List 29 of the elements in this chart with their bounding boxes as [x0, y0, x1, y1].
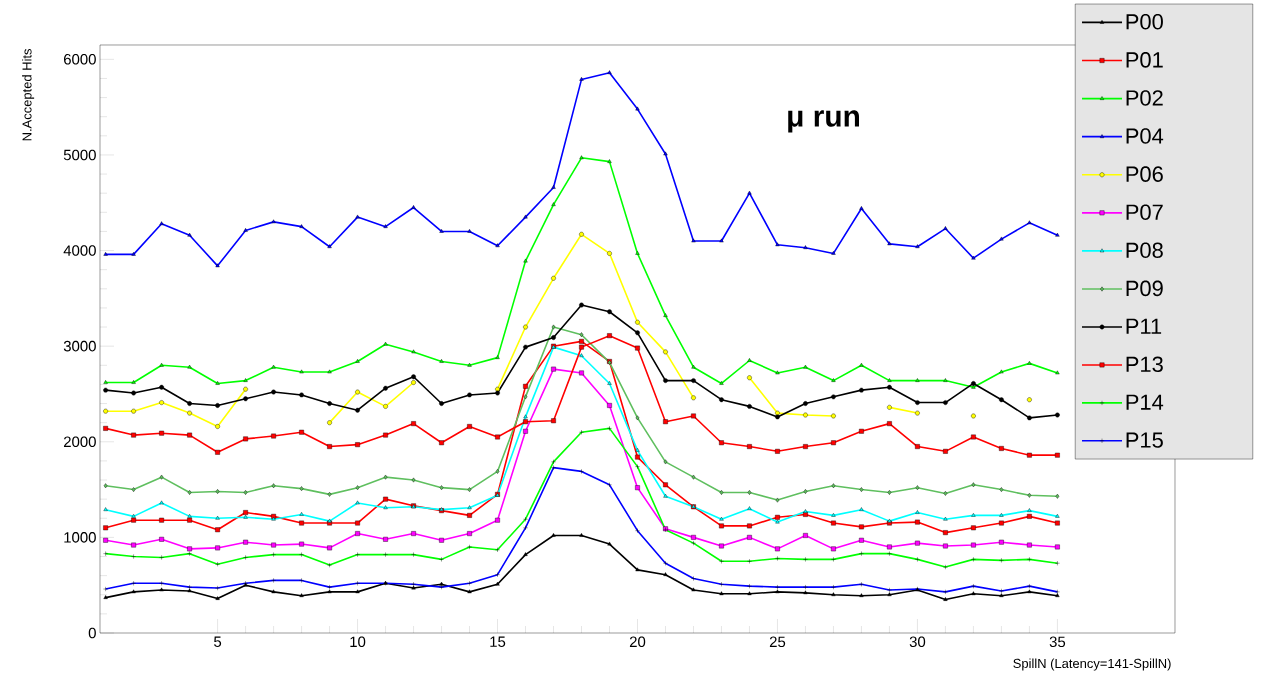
legend-label: P02	[1126, 90, 1163, 106]
legend-label: P08	[1126, 242, 1163, 259]
legend-label: P06	[1126, 166, 1163, 182]
y-axis-title: N.Accepted Hits	[22, 48, 35, 141]
y-tick-label: 6000	[64, 54, 96, 65]
legend-label: P01	[1126, 52, 1163, 68]
x-tick-label: 35	[1049, 636, 1066, 648]
y-tick-label: 2000	[63, 436, 96, 448]
x-tick-label: 30	[909, 636, 926, 648]
legend-label: P11	[1126, 318, 1162, 334]
x-tick-label: 5	[214, 636, 222, 647]
legend-label: P07	[1126, 204, 1163, 220]
x-tick-label: 20	[629, 636, 646, 648]
legend-label: P15	[1126, 432, 1163, 448]
x-axis-title: SpillN (Latency=141-SpillN)	[1013, 658, 1171, 671]
annotation: μ run	[788, 110, 859, 133]
legend-label: P13	[1126, 356, 1163, 373]
y-tick-label: 5000	[63, 149, 96, 161]
x-tick-label: 10	[350, 636, 366, 648]
y-tick-label: 4000	[63, 245, 96, 256]
legend-label: P09	[1126, 280, 1163, 297]
y-tick-label: 3000	[63, 340, 96, 352]
x-tick-label: 15	[490, 636, 506, 647]
legend-label: P00	[1126, 14, 1163, 30]
x-tick-label: 25	[769, 636, 786, 648]
y-tick-label: 0	[88, 627, 96, 639]
legend-label: P14	[1126, 394, 1164, 410]
legend-label: P04	[1126, 128, 1164, 144]
y-tick-label: 1000	[64, 532, 96, 543]
